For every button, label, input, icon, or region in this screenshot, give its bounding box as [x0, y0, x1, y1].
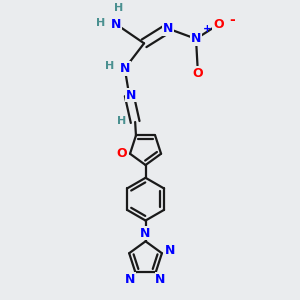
Text: N: N	[191, 32, 201, 45]
Text: O: O	[213, 17, 224, 31]
Text: N: N	[140, 226, 151, 239]
Text: H: H	[117, 116, 126, 125]
Text: -: -	[230, 13, 235, 27]
Text: O: O	[192, 67, 203, 80]
Text: H: H	[96, 17, 106, 28]
Text: N: N	[163, 22, 173, 35]
Text: N: N	[155, 273, 166, 286]
Text: N: N	[120, 62, 130, 75]
Text: H: H	[105, 61, 114, 71]
Text: N: N	[125, 273, 136, 286]
Text: +: +	[203, 24, 212, 34]
Text: H: H	[114, 3, 124, 13]
Text: N: N	[111, 17, 121, 31]
Text: N: N	[165, 244, 175, 257]
Text: O: O	[116, 147, 127, 160]
Text: N: N	[125, 89, 136, 102]
